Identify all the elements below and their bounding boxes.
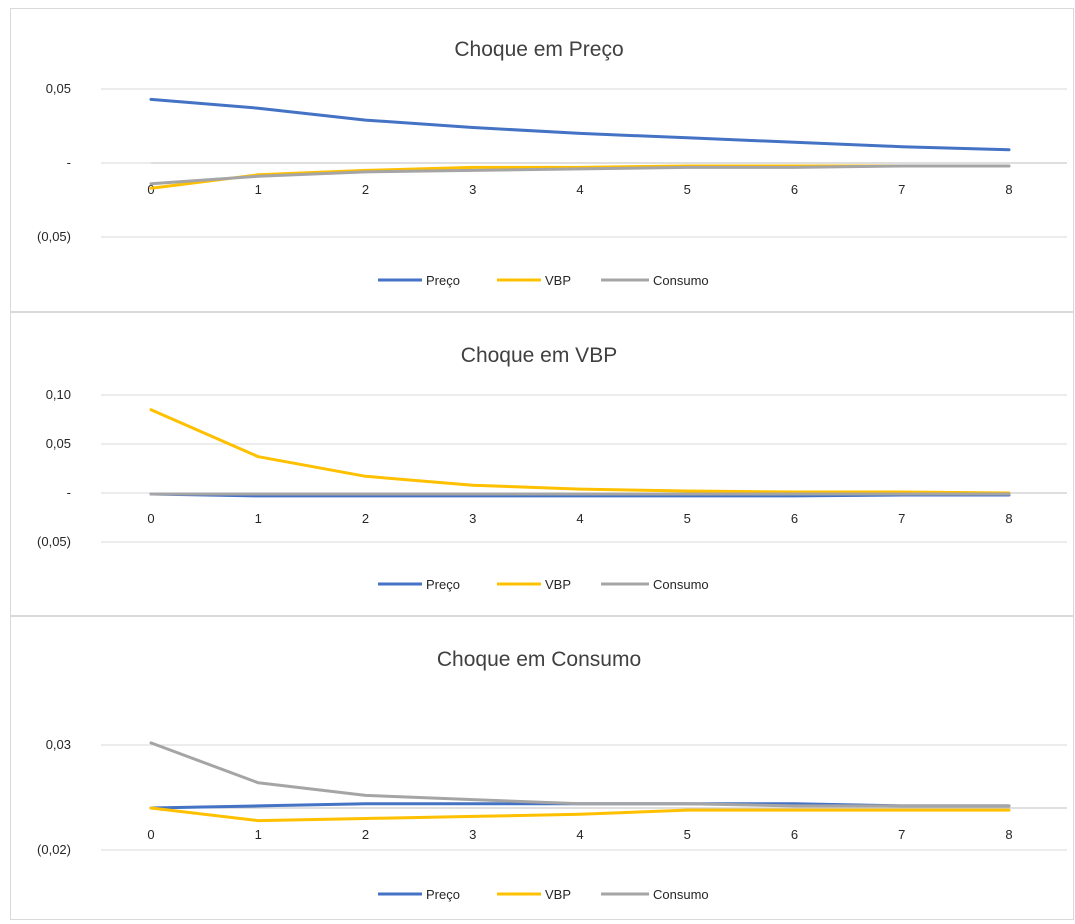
legend-item: Preço [378, 577, 460, 592]
y-tick-label: 0,10 [46, 387, 71, 402]
legend-label: Preço [426, 577, 460, 592]
y-tick-label: - [67, 155, 71, 170]
y-tick-label: 0,05 [46, 81, 71, 96]
x-tick-label: 2 [362, 182, 369, 197]
legend-label: Preço [426, 887, 460, 902]
legend-label: VBP [545, 273, 571, 288]
legend-label: VBP [545, 577, 571, 592]
legend-item: Consumo [601, 577, 709, 592]
series-line-vbp [149, 806, 1011, 823]
series-line-vbp [149, 408, 1011, 495]
x-tick-label: 4 [576, 182, 583, 197]
legend-label: VBP [545, 887, 571, 902]
x-tick-label: 5 [684, 182, 691, 197]
legend-item: VBP [497, 273, 571, 288]
legend-item: Preço [378, 887, 460, 902]
x-tick-label: 0 [147, 511, 154, 526]
x-tick-label: 3 [469, 182, 476, 197]
legend-item: Preço [378, 273, 460, 288]
x-tick-label: 7 [898, 511, 905, 526]
x-tick-label: 1 [255, 182, 262, 197]
chart-svg: Choque em Preço(0,05)-0,050 1 2 3 4 5 6 7 8Preço… [37, 38, 1067, 288]
chart-panel-1: Choque em Preço (0,05) -0,05 0 1 2 3 4 5 6 7 8 Preço… [10, 8, 1074, 312]
x-tick-label: 1 [255, 827, 262, 842]
x-tick-label: 7 [898, 827, 905, 842]
legend-item: VBP [497, 887, 571, 902]
x-tick-label: 6 [791, 182, 798, 197]
y-tick-label: - [67, 485, 71, 500]
legend-item: Consumo [601, 273, 709, 288]
chart-svg: Choque em Consumo (0,02) 0,03 0 1 2 3 4 5 6 7 8 Preç… [37, 648, 1067, 902]
legend-label: Consumo [653, 577, 709, 592]
chart-panel-3: Choque em Consumo (0,02) 0,03 0 1 2 3 4 5 6 7 8 Preç… [10, 616, 1074, 920]
x-tick-label: 8 [1005, 511, 1012, 526]
x-tick-label: 6 [791, 827, 798, 842]
chart-svg: Choque em VBP (0,05) - 0,05 0,10 0 1 2 3 4 5 6 7 8 Pre… [37, 344, 1067, 592]
y-tick-label: (0,02) [37, 842, 71, 857]
legend-item: VBP [497, 577, 571, 592]
x-tick-label: 3 [469, 827, 476, 842]
y-tick-label: (0,05) [37, 534, 71, 549]
series-line-consumo [149, 164, 1011, 186]
series-line-consumo [149, 741, 1011, 808]
legend-label: Consumo [653, 887, 709, 902]
y-tick-label: 0,03 [46, 737, 71, 752]
x-tick-label: 2 [362, 511, 369, 526]
x-tick-label: 6 [791, 511, 798, 526]
chart-title: Choque em Preço [454, 38, 623, 61]
x-tick-label: 2 [362, 827, 369, 842]
legend-label: Consumo [653, 273, 709, 288]
y-tick-label: (0,05) [37, 229, 71, 244]
y-tick-label: 0,05 [46, 436, 71, 451]
x-tick-label: 8 [1005, 182, 1012, 197]
legend-item: Consumo [601, 887, 709, 902]
x-tick-label: 7 [898, 182, 905, 197]
x-tick-label: 8 [1005, 827, 1012, 842]
x-tick-label: 5 [684, 511, 691, 526]
x-tick-label: 3 [469, 511, 476, 526]
x-tick-label: 4 [576, 511, 583, 526]
chart-panel-2: Choque em VBP (0,05) - 0,05 0,10 0 1 2 3 4 5 6 7 8 Pre… [10, 312, 1074, 616]
x-tick-label: 0 [147, 827, 154, 842]
chart-title: Choque em VBP [461, 344, 617, 367]
chart-title: Choque em Consumo [437, 648, 641, 671]
legend-label: Preço [426, 273, 460, 288]
x-tick-label: 1 [255, 511, 262, 526]
x-tick-label: 4 [576, 827, 583, 842]
series-line-preo [149, 97, 1011, 152]
x-tick-label: 5 [684, 827, 691, 842]
